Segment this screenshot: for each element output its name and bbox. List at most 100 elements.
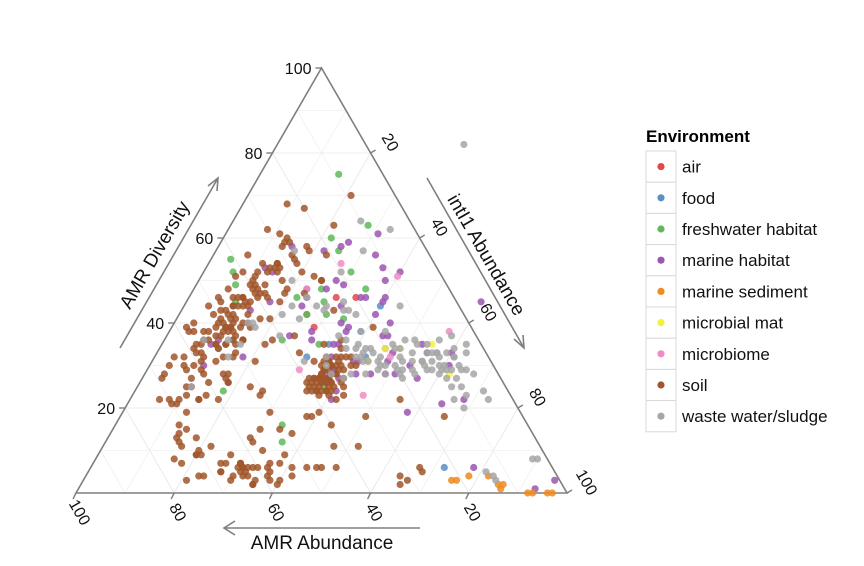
data-point — [158, 374, 166, 382]
data-point — [200, 370, 208, 378]
data-point — [278, 276, 286, 285]
data-point — [224, 285, 232, 293]
data-point — [219, 387, 227, 395]
data-point — [369, 323, 377, 331]
data-point — [182, 366, 191, 374]
tick-mark — [72, 492, 77, 500]
tick-label-amr-diversity: 100 — [285, 61, 312, 78]
data-point — [182, 425, 191, 433]
data-point — [452, 374, 461, 382]
data-point — [320, 340, 328, 348]
data-point — [182, 408, 191, 416]
axis-arrow-amr-diversity — [119, 177, 219, 349]
data-point — [190, 327, 198, 336]
data-point — [168, 400, 176, 408]
data-point — [261, 340, 269, 348]
data-point — [295, 366, 303, 374]
data-point — [396, 480, 404, 489]
data-point — [443, 366, 451, 374]
data-point — [276, 298, 284, 306]
data-point — [182, 391, 191, 399]
data-point — [295, 315, 303, 323]
data-point — [386, 319, 394, 327]
data-point — [249, 480, 257, 489]
data-point — [347, 361, 355, 370]
data-point — [408, 349, 416, 357]
data-point — [259, 259, 267, 268]
tick-mark — [566, 489, 573, 494]
data-point — [175, 421, 183, 429]
data-point — [286, 238, 294, 246]
legend-label: freshwater habitat — [682, 220, 817, 239]
data-point — [335, 170, 343, 178]
data-point — [371, 310, 380, 319]
data-point — [484, 395, 492, 404]
data-point — [195, 472, 203, 480]
data-point — [330, 442, 338, 450]
data-point — [268, 336, 276, 344]
data-point — [249, 438, 257, 446]
data-point — [263, 225, 272, 234]
data-point — [374, 230, 382, 238]
series-soil — [155, 191, 448, 489]
tick-label-amr-abundance: 80 — [165, 501, 189, 525]
data-point — [482, 468, 490, 476]
data-point — [448, 383, 456, 391]
data-point — [222, 374, 230, 382]
data-point — [332, 395, 340, 404]
data-point — [290, 247, 299, 255]
tick-label-inti1-abundance: 80 — [525, 386, 549, 410]
data-point — [330, 383, 338, 391]
data-point — [381, 293, 389, 302]
data-point — [180, 353, 188, 361]
data-point — [281, 451, 289, 459]
data-point — [411, 336, 419, 344]
data-point — [381, 327, 389, 336]
data-point — [428, 357, 436, 365]
data-point — [192, 434, 200, 442]
data-point — [332, 276, 340, 285]
data-point — [278, 242, 286, 251]
data-point — [276, 476, 284, 484]
data-point — [200, 336, 208, 344]
data-point — [276, 230, 284, 238]
legend-swatch — [657, 412, 665, 420]
data-point — [450, 395, 458, 404]
legend-label: microbiome — [682, 345, 770, 364]
data-point — [462, 391, 470, 399]
data-point — [192, 451, 200, 459]
data-point — [295, 349, 303, 357]
tick-label-amr-abundance: 60 — [263, 501, 287, 525]
data-point — [217, 468, 225, 476]
legend-swatch — [657, 194, 665, 202]
data-point — [182, 476, 191, 484]
data-point — [278, 438, 286, 446]
data-point — [462, 366, 470, 374]
data-point — [202, 391, 210, 399]
data-point — [340, 298, 348, 306]
data-point — [403, 408, 411, 416]
legend-label: air — [682, 158, 701, 177]
data-point — [452, 476, 461, 484]
data-point — [187, 374, 195, 382]
data-point — [315, 408, 323, 416]
data-point — [303, 293, 311, 302]
data-point — [303, 310, 311, 319]
data-point — [290, 332, 299, 340]
data-point — [396, 353, 404, 361]
data-point — [354, 340, 362, 348]
data-point — [327, 370, 335, 378]
data-point — [330, 306, 338, 314]
data-point — [433, 349, 441, 357]
data-point — [386, 353, 394, 361]
data-point — [337, 259, 345, 268]
data-point — [362, 344, 370, 353]
triangle-outline — [74, 66, 569, 494]
data-point — [354, 442, 362, 450]
data-point — [165, 361, 173, 370]
data-point — [298, 268, 306, 276]
data-point — [386, 225, 394, 234]
data-point — [222, 459, 230, 467]
tick-label-inti1-abundance: 20 — [378, 131, 402, 155]
legend: Environment air food freshwater habitat mar… — [645, 127, 828, 433]
